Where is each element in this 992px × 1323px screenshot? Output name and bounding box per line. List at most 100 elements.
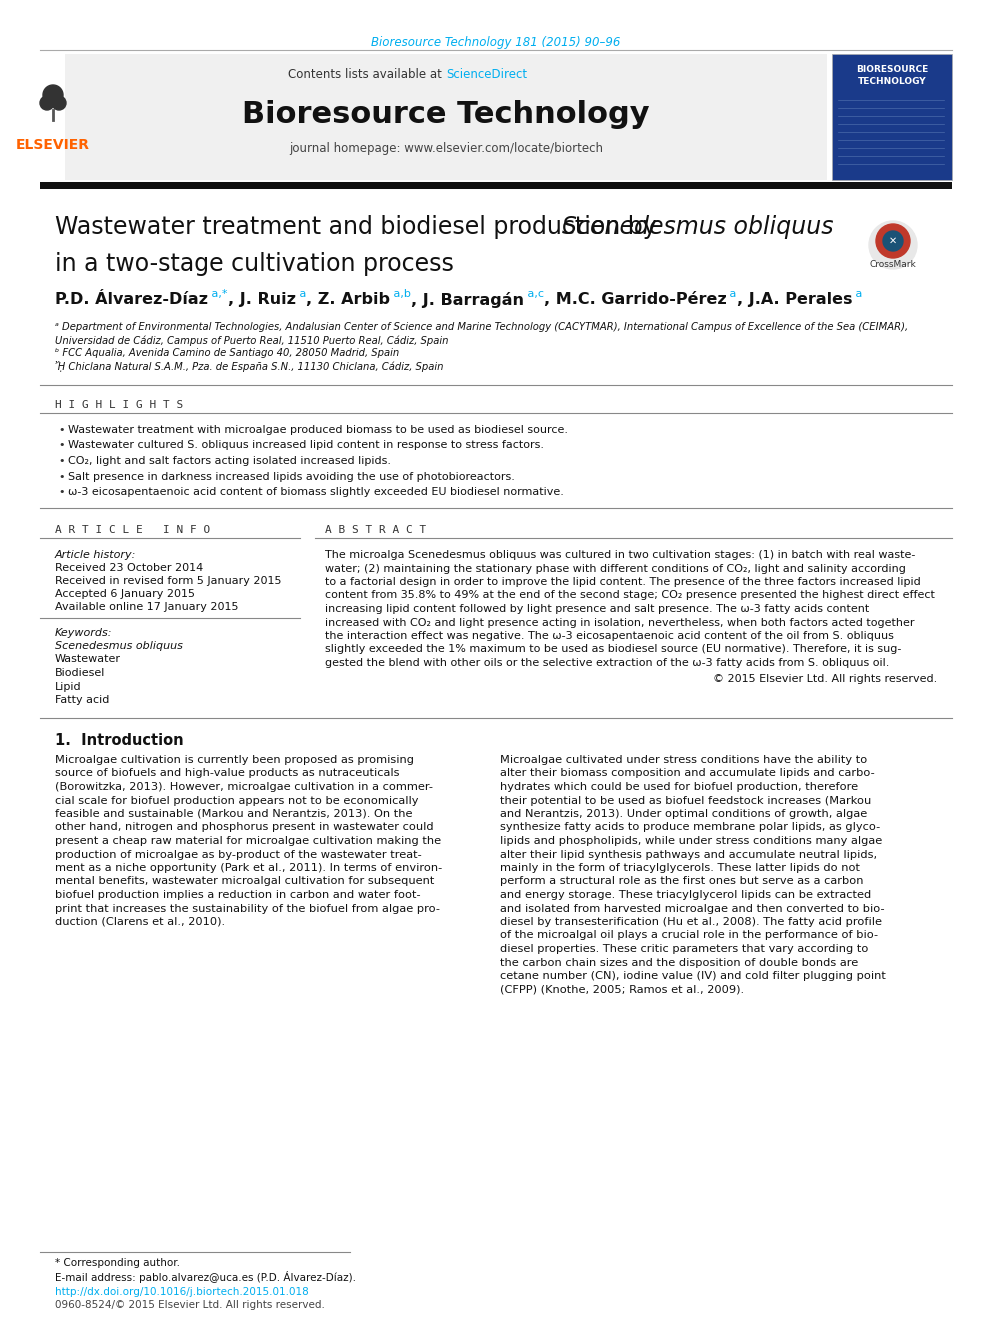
Text: increased with CO₂ and light presence acting in isolation, nevertheless, when bo: increased with CO₂ and light presence ac… xyxy=(325,618,915,627)
Text: ᵃ Department of Environmental Technologies, Andalusian Center of Science and Mar: ᵃ Department of Environmental Technologi… xyxy=(55,321,908,332)
Text: ω-3 eicosapentaenoic acid content of biomass slightly exceeded EU biodiesel norm: ω-3 eicosapentaenoic acid content of bio… xyxy=(68,487,563,497)
Text: source of biofuels and high-value products as nutraceuticals: source of biofuels and high-value produc… xyxy=(55,769,400,778)
Text: ᵇ FCC Aqualia, Avenida Camino de Santiago 40, 28050 Madrid, Spain: ᵇ FCC Aqualia, Avenida Camino de Santiag… xyxy=(55,348,399,359)
Circle shape xyxy=(43,85,63,105)
Text: alter their lipid synthesis pathways and accumulate neutral lipids,: alter their lipid synthesis pathways and… xyxy=(500,849,877,860)
Text: , J.A. Perales: , J.A. Perales xyxy=(737,292,852,307)
Text: the interaction effect was negative. The ω-3 eicosapentaenoic acid content of th: the interaction effect was negative. The… xyxy=(325,631,894,642)
Text: Wastewater treatment with microalgae produced biomass to be used as biodiesel so: Wastewater treatment with microalgae pro… xyxy=(68,425,568,435)
Circle shape xyxy=(883,232,903,251)
Text: journal homepage: www.elsevier.com/locate/biortech: journal homepage: www.elsevier.com/locat… xyxy=(289,142,603,155)
Text: •: • xyxy=(58,425,64,435)
Text: BIORESOURCE
TECHNOLOGY: BIORESOURCE TECHNOLOGY xyxy=(856,65,929,86)
Text: A R T I C L E   I N F O: A R T I C L E I N F O xyxy=(55,525,210,534)
Text: feasible and sustainable (Markou and Nerantzis, 2013). On the: feasible and sustainable (Markou and Ner… xyxy=(55,808,413,819)
Text: P.D. Álvarez-Díaz: P.D. Álvarez-Díaz xyxy=(55,292,208,307)
Circle shape xyxy=(40,97,54,110)
Text: Bioresource Technology 181 (2015) 90–96: Bioresource Technology 181 (2015) 90–96 xyxy=(371,36,621,49)
Text: Lipid: Lipid xyxy=(55,681,81,692)
Text: Accepted 6 January 2015: Accepted 6 January 2015 xyxy=(55,589,195,599)
Text: (CFPP) (Knothe, 2005; Ramos et al., 2009).: (CFPP) (Knothe, 2005; Ramos et al., 2009… xyxy=(500,984,744,995)
Text: increasing lipid content followed by light presence and salt presence. The ω-3 f: increasing lipid content followed by lig… xyxy=(325,605,869,614)
Text: ELSEVIER: ELSEVIER xyxy=(16,138,90,152)
Text: gested the blend with other oils or the selective extraction of the ω-3 fatty ac: gested the blend with other oils or the … xyxy=(325,658,890,668)
Text: , J. Ruiz: , J. Ruiz xyxy=(227,292,296,307)
Text: •: • xyxy=(58,487,64,497)
Text: CO₂, light and salt factors acting isolated increased lipids.: CO₂, light and salt factors acting isola… xyxy=(68,456,391,466)
Text: other hand, nitrogen and phosphorus present in wastewater could: other hand, nitrogen and phosphorus pres… xyxy=(55,823,434,832)
Text: •: • xyxy=(58,456,64,466)
Text: Microalgae cultivated under stress conditions have the ability to: Microalgae cultivated under stress condi… xyxy=(500,755,867,765)
Text: present a cheap raw material for microalgae cultivation making the: present a cheap raw material for microal… xyxy=(55,836,441,845)
Text: Salt presence in darkness increased lipids avoiding the use of photobioreactors.: Salt presence in darkness increased lipi… xyxy=(68,471,515,482)
Text: perform a structural role as the first ones but serve as a carbon: perform a structural role as the first o… xyxy=(500,877,863,886)
Text: •: • xyxy=(58,471,64,482)
Text: CrossMark: CrossMark xyxy=(870,261,917,269)
Text: Universidad de Cádiz, Campus of Puerto Real, 11510 Puerto Real, Cádiz, Spain: Universidad de Cádiz, Campus of Puerto R… xyxy=(55,335,448,345)
Text: Scenedesmus obliquus: Scenedesmus obliquus xyxy=(55,642,183,651)
Text: ment as a niche opportunity (Park et al., 2011). In terms of environ-: ment as a niche opportunity (Park et al.… xyxy=(55,863,442,873)
Text: biofuel production implies a reduction in carbon and water foot-: biofuel production implies a reduction i… xyxy=(55,890,421,900)
Bar xyxy=(40,183,952,189)
Text: slightly exceeded the 1% maximum to be used as biodiesel source (EU normative). : slightly exceeded the 1% maximum to be u… xyxy=(325,644,902,655)
Text: synthesize fatty acids to produce membrane polar lipids, as glyco-: synthesize fatty acids to produce membra… xyxy=(500,823,880,832)
Text: © 2015 Elsevier Ltd. All rights reserved.: © 2015 Elsevier Ltd. All rights reserved… xyxy=(712,673,937,684)
Text: print that increases the sustainability of the biofuel from algae pro-: print that increases the sustainability … xyxy=(55,904,440,913)
Text: and energy storage. These triacylglycerol lipids can be extracted: and energy storage. These triacylglycero… xyxy=(500,890,871,900)
FancyBboxPatch shape xyxy=(832,54,952,180)
Text: and Nerantzis, 2013). Under optimal conditions of growth, algae: and Nerantzis, 2013). Under optimal cond… xyxy=(500,808,867,819)
Text: mainly in the form of triacylglycerols. These latter lipids do not: mainly in the form of triacylglycerols. … xyxy=(500,863,860,873)
Text: H I G H L I G H T S: H I G H L I G H T S xyxy=(55,400,184,410)
Text: 1.  Introduction: 1. Introduction xyxy=(55,733,184,747)
Text: a: a xyxy=(852,288,863,299)
FancyBboxPatch shape xyxy=(40,54,65,180)
Text: http://dx.doi.org/10.1016/j.biortech.2015.01.018: http://dx.doi.org/10.1016/j.biortech.201… xyxy=(55,1287,309,1297)
Text: 0960-8524/© 2015 Elsevier Ltd. All rights reserved.: 0960-8524/© 2015 Elsevier Ltd. All right… xyxy=(55,1301,324,1310)
Circle shape xyxy=(876,224,910,258)
FancyBboxPatch shape xyxy=(65,54,827,180)
Text: Keywords:: Keywords: xyxy=(55,628,112,638)
Text: * Corresponding author.: * Corresponding author. xyxy=(55,1258,180,1267)
Text: •: • xyxy=(58,441,64,451)
Text: E-mail address: pablo.alvarez@uca.es (P.D. Álvarez-Díaz).: E-mail address: pablo.alvarez@uca.es (P.… xyxy=(55,1271,356,1283)
Text: cial scale for biofuel production appears not to be economically: cial scale for biofuel production appear… xyxy=(55,795,419,806)
Text: their potential to be used as biofuel feedstock increases (Markou: their potential to be used as biofuel fe… xyxy=(500,795,871,806)
Text: Fatty acid: Fatty acid xyxy=(55,695,109,705)
Text: ✕: ✕ xyxy=(889,235,897,246)
Text: Available online 17 January 2015: Available online 17 January 2015 xyxy=(55,602,238,613)
Text: Bioresource Technology: Bioresource Technology xyxy=(242,101,650,130)
Text: ScienceDirect: ScienceDirect xyxy=(446,67,527,81)
Text: Received 23 October 2014: Received 23 October 2014 xyxy=(55,564,203,573)
Text: Scenedesmus obliquus: Scenedesmus obliquus xyxy=(562,216,833,239)
Text: , J. Barragán: , J. Barragán xyxy=(411,292,524,308)
Text: to a factorial design in order to improve the lipid content. The presence of the: to a factorial design in order to improv… xyxy=(325,577,921,587)
Text: and isolated from harvested microalgae and then converted to bio-: and isolated from harvested microalgae a… xyxy=(500,904,885,913)
Circle shape xyxy=(869,221,917,269)
Text: ᾜ Chiclana Natural S.A.M., Pza. de España S.N., 11130 Chiclana, Cádiz, Spain: ᾜ Chiclana Natural S.A.M., Pza. de Españ… xyxy=(55,361,443,372)
Text: Article history:: Article history: xyxy=(55,550,136,560)
Text: Biodiesel: Biodiesel xyxy=(55,668,105,677)
Text: in a two-stage cultivation process: in a two-stage cultivation process xyxy=(55,251,454,277)
Text: a: a xyxy=(726,288,737,299)
Text: hydrates which could be used for biofuel production, therefore: hydrates which could be used for biofuel… xyxy=(500,782,858,792)
Circle shape xyxy=(52,97,66,110)
Text: diesel properties. These critic parameters that vary according to: diesel properties. These critic paramete… xyxy=(500,945,868,954)
Text: The microalga Scenedesmus obliquus was cultured in two cultivation stages: (1) i: The microalga Scenedesmus obliquus was c… xyxy=(325,550,916,560)
Text: mental benefits, wastewater microalgal cultivation for subsequent: mental benefits, wastewater microalgal c… xyxy=(55,877,434,886)
Text: cetane number (CN), iodine value (IV) and cold filter plugging point: cetane number (CN), iodine value (IV) an… xyxy=(500,971,886,980)
Text: Contents lists available at: Contents lists available at xyxy=(289,67,446,81)
Text: Wastewater treatment and biodiesel production by: Wastewater treatment and biodiesel produ… xyxy=(55,216,665,239)
Text: Received in revised form 5 January 2015: Received in revised form 5 January 2015 xyxy=(55,576,282,586)
Text: content from 35.8% to 49% at the end of the second stage; CO₂ presence presented: content from 35.8% to 49% at the end of … xyxy=(325,590,934,601)
Text: a,b: a,b xyxy=(390,288,411,299)
Text: diesel by transesterification (Hu et al., 2008). The fatty acid profile: diesel by transesterification (Hu et al.… xyxy=(500,917,882,927)
Text: water; (2) maintaining the stationary phase with different conditions of CO₂, li: water; (2) maintaining the stationary ph… xyxy=(325,564,906,573)
Text: Microalgae cultivation is currently been proposed as promising: Microalgae cultivation is currently been… xyxy=(55,755,414,765)
Text: A B S T R A C T: A B S T R A C T xyxy=(325,525,427,534)
Text: alter their biomass composition and accumulate lipids and carbo-: alter their biomass composition and accu… xyxy=(500,769,875,778)
Text: the carbon chain sizes and the disposition of double bonds are: the carbon chain sizes and the dispositi… xyxy=(500,958,858,967)
Text: , Z. Arbib: , Z. Arbib xyxy=(306,292,390,307)
Text: duction (Clarens et al., 2010).: duction (Clarens et al., 2010). xyxy=(55,917,225,927)
Text: (Borowitzka, 2013). However, microalgae cultivation in a commer-: (Borowitzka, 2013). However, microalgae … xyxy=(55,782,433,792)
Text: lipids and phospholipids, while under stress conditions many algae: lipids and phospholipids, while under st… xyxy=(500,836,882,845)
